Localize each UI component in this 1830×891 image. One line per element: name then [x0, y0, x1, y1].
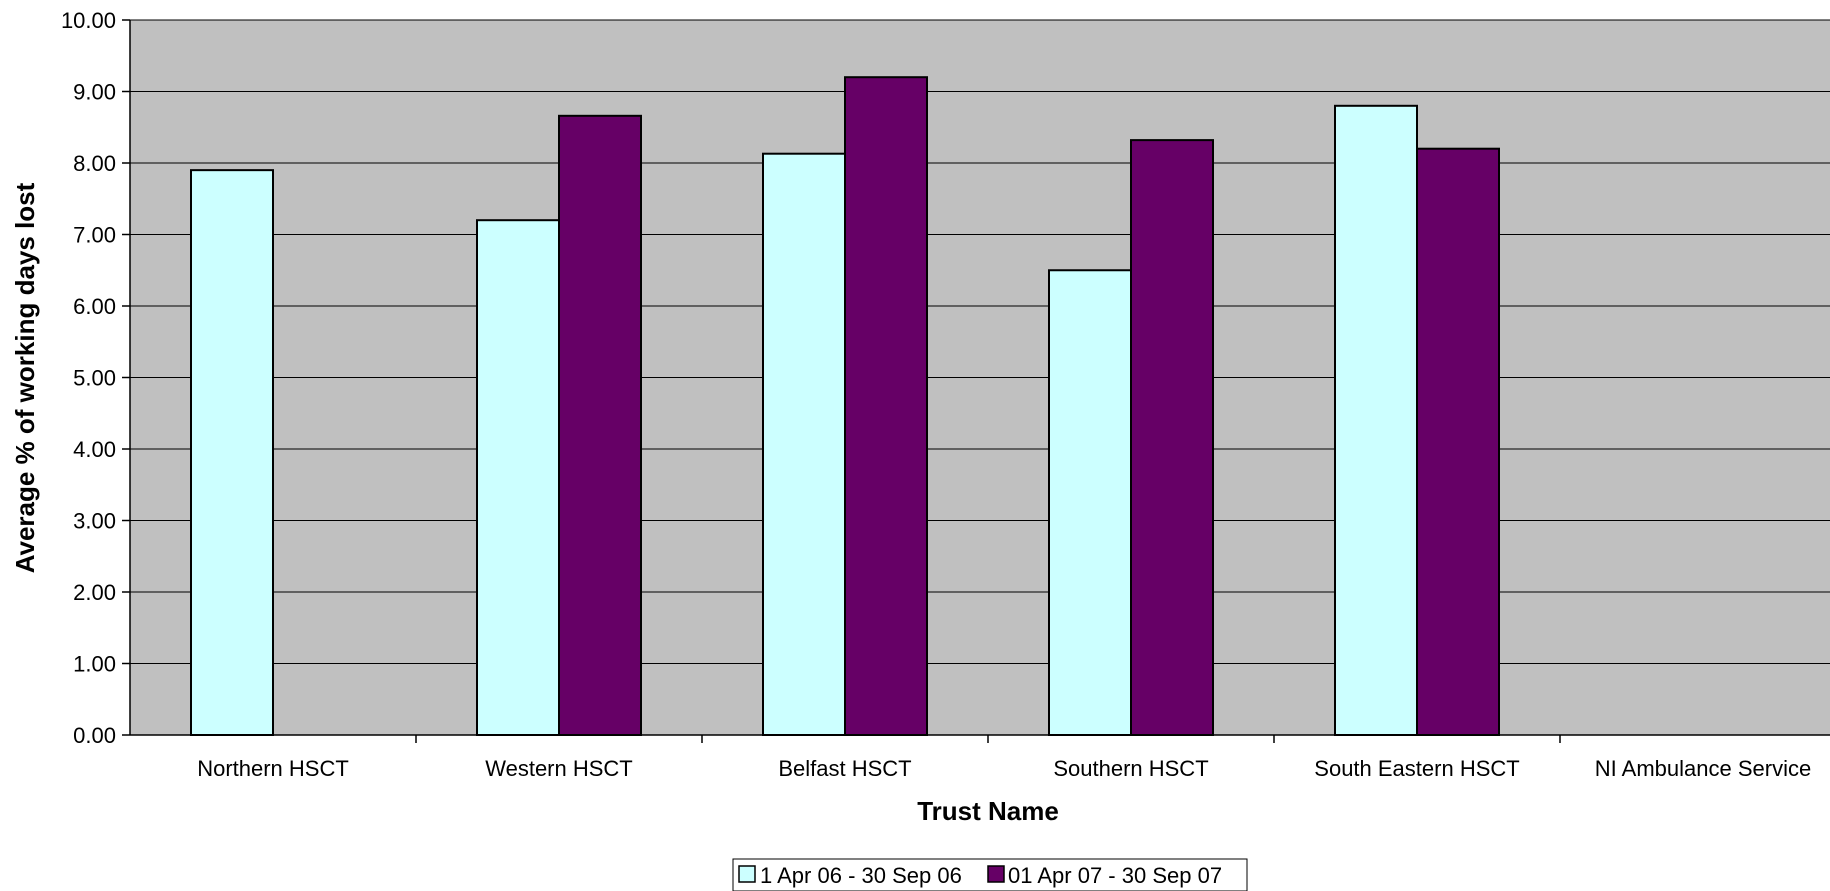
- legend: 1 Apr 06 - 30 Sep 06 01 Apr 07 - 30 Sep …: [732, 858, 1248, 891]
- x-category-label: Northern HSCT: [197, 756, 349, 781]
- y-tick-label: 1.00: [73, 652, 116, 677]
- y-tick-label: 10.00: [61, 8, 116, 33]
- x-axis-title: Trust Name: [917, 796, 1059, 826]
- y-tick-label: 7.00: [73, 223, 116, 248]
- legend-label-series-2: 01 Apr 07 - 30 Sep 07: [1008, 863, 1222, 888]
- y-tick-label: 6.00: [73, 294, 116, 319]
- bars: [190, 76, 1500, 737]
- bar-series-1: [1334, 104, 1418, 737]
- legend-swatch-series-1: [738, 865, 756, 883]
- y-tick-label: 0.00: [73, 723, 116, 748]
- legend-label-series-1: 1 Apr 06 - 30 Sep 06: [760, 863, 962, 888]
- bar-series-1: [762, 152, 846, 736]
- y-tick-label: 4.00: [73, 437, 116, 462]
- bar-series-2: [558, 114, 642, 736]
- y-tick-labels: 0.00 1.00 2.00 3.00 4.00 5.00 6.00 7.00 8.00 9.00…: [61, 8, 116, 748]
- bar-series-1: [190, 169, 274, 736]
- bar-series-2: [1416, 147, 1500, 736]
- x-category-label: Western HSCT: [485, 756, 633, 781]
- x-category-label: Belfast HSCT: [778, 756, 911, 781]
- bar-series-2: [1130, 139, 1214, 736]
- gridlines: [130, 19, 1830, 664]
- x-category-label: Southern HSCT: [1053, 756, 1208, 781]
- y-tick-label: 2.00: [73, 580, 116, 605]
- y-tick-label: 9.00: [73, 80, 116, 105]
- y-tick-label: 3.00: [73, 509, 116, 534]
- bar-series-1: [476, 219, 560, 736]
- bar-series-1: [1048, 269, 1132, 736]
- x-category-label: South Eastern HSCT: [1314, 756, 1519, 781]
- y-tick-label: 8.00: [73, 151, 116, 176]
- y-tick-label: 5.00: [73, 366, 116, 391]
- x-category-label: NI Ambulance Service: [1595, 756, 1811, 781]
- bar-series-2: [844, 76, 928, 736]
- x-category-labels: Northern HSCT Western HSCT Belfast HSCT Sou…: [197, 756, 1811, 781]
- axes: [122, 19, 1830, 743]
- legend-swatch-series-2: [987, 865, 1005, 883]
- y-axis-title: Average % of working days lost: [10, 182, 40, 573]
